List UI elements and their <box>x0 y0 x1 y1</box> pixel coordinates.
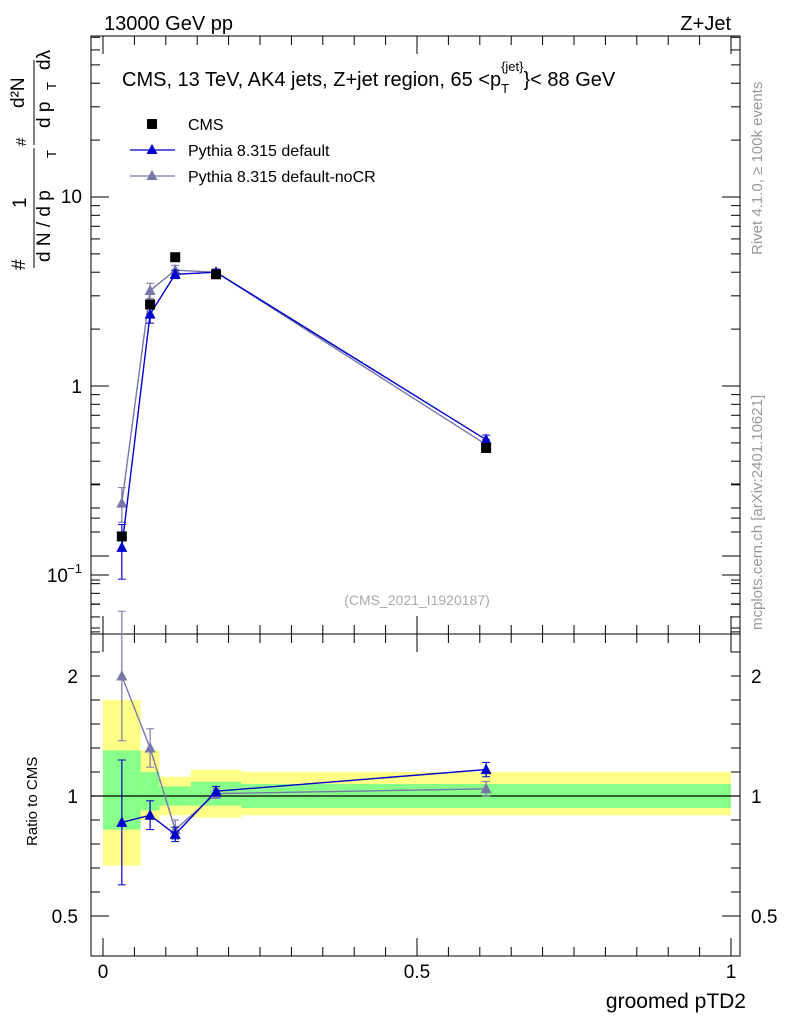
ratio-y-tick-label-2-left: 2 <box>67 667 78 688</box>
main-y-tick-label-0.1-exp: −1 <box>67 561 82 576</box>
data-point-triangle <box>169 268 181 279</box>
svg-text:d p: d p <box>34 102 55 128</box>
legend-marker-cms <box>147 119 157 129</box>
ratio-band-inner <box>140 772 160 811</box>
legend-label-default: Pythia 8.315 default <box>188 143 330 160</box>
ratio-y-tick-label-1-left: 1 <box>67 787 78 808</box>
data-point-cms <box>211 269 222 280</box>
ratio-data-point <box>169 828 181 839</box>
ratio-y-tick-label-0.5-left: 0.5 <box>52 907 78 928</box>
x-tick-label-1: 1 <box>726 962 737 983</box>
ratio-data-point <box>116 816 128 827</box>
analysis-id-watermark: (CMS_2021_I1920187) <box>344 592 490 608</box>
axis-ticks <box>91 36 740 956</box>
main-y-tick-label-0.1: 10 <box>47 566 68 587</box>
ratio-y-axis-label: Ratio to CMS <box>24 757 41 846</box>
main-data-layer <box>116 252 492 580</box>
data-point-triangle <box>116 497 128 508</box>
main-y-axis-label: # 1 d N / d p T # d²N d p T dλ <box>8 49 59 270</box>
ratio-data-point <box>144 742 156 753</box>
main-y-tick-labels: 10 1 10 −1 <box>47 187 82 587</box>
main-y-tick-label-10: 10 <box>61 187 82 208</box>
ratio-y-tick-labels: 2 1 0.5 2 1 0.5 <box>52 667 778 928</box>
x-tick-label-0: 0 <box>98 962 109 983</box>
plot-title: CMS, 13 TeV, AK4 jets, Z+jet region, 65 … <box>122 59 616 96</box>
data-point-cms <box>481 442 492 453</box>
ratio-uncertainty-bands <box>103 700 731 866</box>
ratio-data-point <box>144 809 156 820</box>
main-y-tick-label-1: 1 <box>71 377 82 398</box>
svg-text:d N / d p: d N / d p <box>34 190 55 262</box>
ratio-plot-frame <box>90 633 741 957</box>
svg-text:dλ: dλ <box>34 49 55 70</box>
data-point-cms <box>116 531 127 542</box>
ratio-data-point <box>480 782 492 794</box>
svg-text:T: T <box>44 150 59 158</box>
ratio-y-tick-label-1-right: 1 <box>751 787 762 808</box>
svg-text:#: # <box>13 137 30 146</box>
ratio-y-tick-label-2-right: 2 <box>751 667 762 688</box>
svg-text:d²N: d²N <box>8 77 29 108</box>
legend-marker-default <box>146 144 158 154</box>
mcplots-label: mcplots.cern.ch [arXiv:2401.10621] <box>749 395 766 630</box>
data-point-cms <box>170 252 181 263</box>
data-point-triangle <box>480 433 492 445</box>
svg-text:1: 1 <box>10 197 31 208</box>
rivet-version-label: Rivet 4.1.0, ≥ 100k events <box>749 82 766 255</box>
x-axis-label: groomed pTD2 <box>606 990 746 1013</box>
legend-marker-nocr <box>146 170 158 180</box>
series-line <box>121 269 487 504</box>
svg-text:T: T <box>44 82 59 90</box>
data-point-triangle <box>144 284 156 296</box>
header-energy: 13000 GeV pp <box>104 13 233 35</box>
x-tick-label-0.5: 0.5 <box>404 962 430 983</box>
data-point-triangle <box>144 308 156 319</box>
data-point-cms <box>145 299 156 310</box>
legend-label-nocr: Pythia 8.315 default-noCR <box>188 169 376 186</box>
ratio-data-point <box>210 785 222 796</box>
svg-text:#: # <box>9 259 30 270</box>
ratio-y-tick-label-0.5-right: 0.5 <box>751 907 777 928</box>
data-point-triangle <box>116 541 128 552</box>
ratio-data-layer <box>116 610 492 886</box>
legend-label-cms: CMS <box>188 117 224 134</box>
ratio-data-point <box>480 763 492 775</box>
x-tick-labels: 0 0.5 1 <box>98 962 737 983</box>
legend: CMS Pythia 8.315 default Pythia 8.315 de… <box>130 117 376 186</box>
header-process: Z+Jet <box>680 13 731 35</box>
ratio-data-point <box>116 670 128 681</box>
